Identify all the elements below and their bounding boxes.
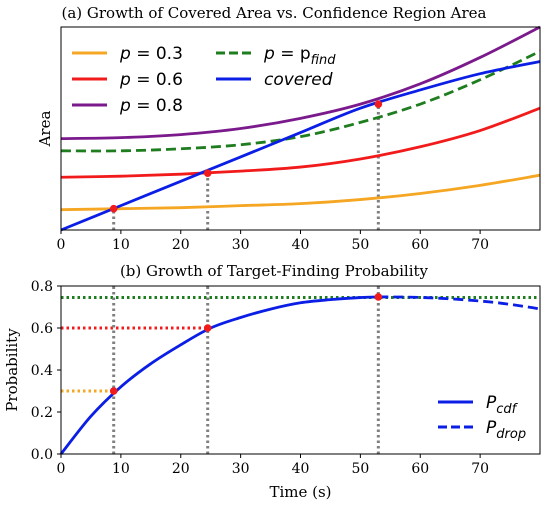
x-tick-label-b: 60 bbox=[411, 461, 429, 477]
legend-a-label: p = 0.6 bbox=[119, 70, 183, 90]
series-line-b-0 bbox=[59, 295, 379, 455]
x-tick-label-a: 50 bbox=[351, 237, 369, 253]
x-tick-label-a: 10 bbox=[112, 237, 130, 253]
x-tick-label-a: 60 bbox=[411, 237, 429, 253]
series-line-b-1 bbox=[378, 295, 541, 311]
y-tick-label-b: 0.4 bbox=[31, 363, 53, 379]
x-tick-label-b: 50 bbox=[351, 461, 369, 477]
legend-b-label: Pdrop bbox=[486, 418, 526, 442]
legend-b-label: Pcdf bbox=[486, 393, 519, 417]
x-tick-label-b: 10 bbox=[112, 461, 130, 477]
chart-b-title: (b) Growth of Target-Finding Probability bbox=[119, 262, 429, 280]
legend-a-label: p = 0.8 bbox=[119, 96, 183, 116]
legend-a-label: covered bbox=[264, 70, 333, 90]
series-line-a-0 bbox=[60, 173, 541, 212]
x-tick-label-b: 0 bbox=[57, 461, 66, 477]
x-tick-label-a: 20 bbox=[172, 237, 190, 253]
series-line-a-2 bbox=[60, 25, 541, 141]
y-tick-label-b: 0.2 bbox=[31, 405, 53, 421]
plot-frame-b bbox=[60, 285, 541, 455]
chart-a: 0 10 20 30 40 50 60 70 Area p = 0.3 p = 0.6 p = 0.8… bbox=[36, 25, 541, 253]
x-tick-label-b: 40 bbox=[292, 461, 310, 477]
legend-a-label: p = pfind bbox=[263, 44, 336, 68]
point-marker-a bbox=[374, 100, 383, 108]
x-tick-label-a: 70 bbox=[471, 237, 489, 253]
legend-a-label: p = 0.3 bbox=[119, 44, 183, 64]
point-marker-a bbox=[109, 204, 118, 213]
x-tick-label-a: 40 bbox=[292, 237, 310, 253]
point-marker-b bbox=[203, 324, 212, 332]
y-tick-label-b: 0.8 bbox=[31, 279, 53, 295]
x-tick-label-b: 70 bbox=[471, 461, 489, 477]
x-tick-label-a: 30 bbox=[232, 237, 250, 253]
x-tick-label-b: 30 bbox=[232, 461, 250, 477]
chart-b: 0 10 20 30 40 50 60 70 0.0 0.2 0.4 0.6 0.8 Time (s) Pr… bbox=[3, 279, 541, 501]
y-axis-label-a: Area bbox=[36, 111, 54, 148]
series-line-a-4 bbox=[60, 60, 541, 232]
chart-a-title: (a) Growth of Covered Area vs. Confidenc… bbox=[61, 4, 487, 22]
y-tick-label-b: 0.6 bbox=[31, 321, 53, 337]
point-marker-b bbox=[109, 387, 118, 395]
x-axis-label-b: Time (s) bbox=[269, 483, 331, 501]
x-tick-label-b: 20 bbox=[172, 461, 190, 477]
point-marker-a bbox=[203, 169, 212, 177]
y-axis-label-b: Probability bbox=[3, 328, 21, 412]
series-line-a-1 bbox=[60, 106, 541, 179]
point-marker-b bbox=[374, 293, 383, 301]
series-line-a-3 bbox=[60, 50, 541, 153]
y-tick-label-b: 0.0 bbox=[31, 447, 53, 463]
x-tick-label-a: 0 bbox=[57, 237, 66, 253]
